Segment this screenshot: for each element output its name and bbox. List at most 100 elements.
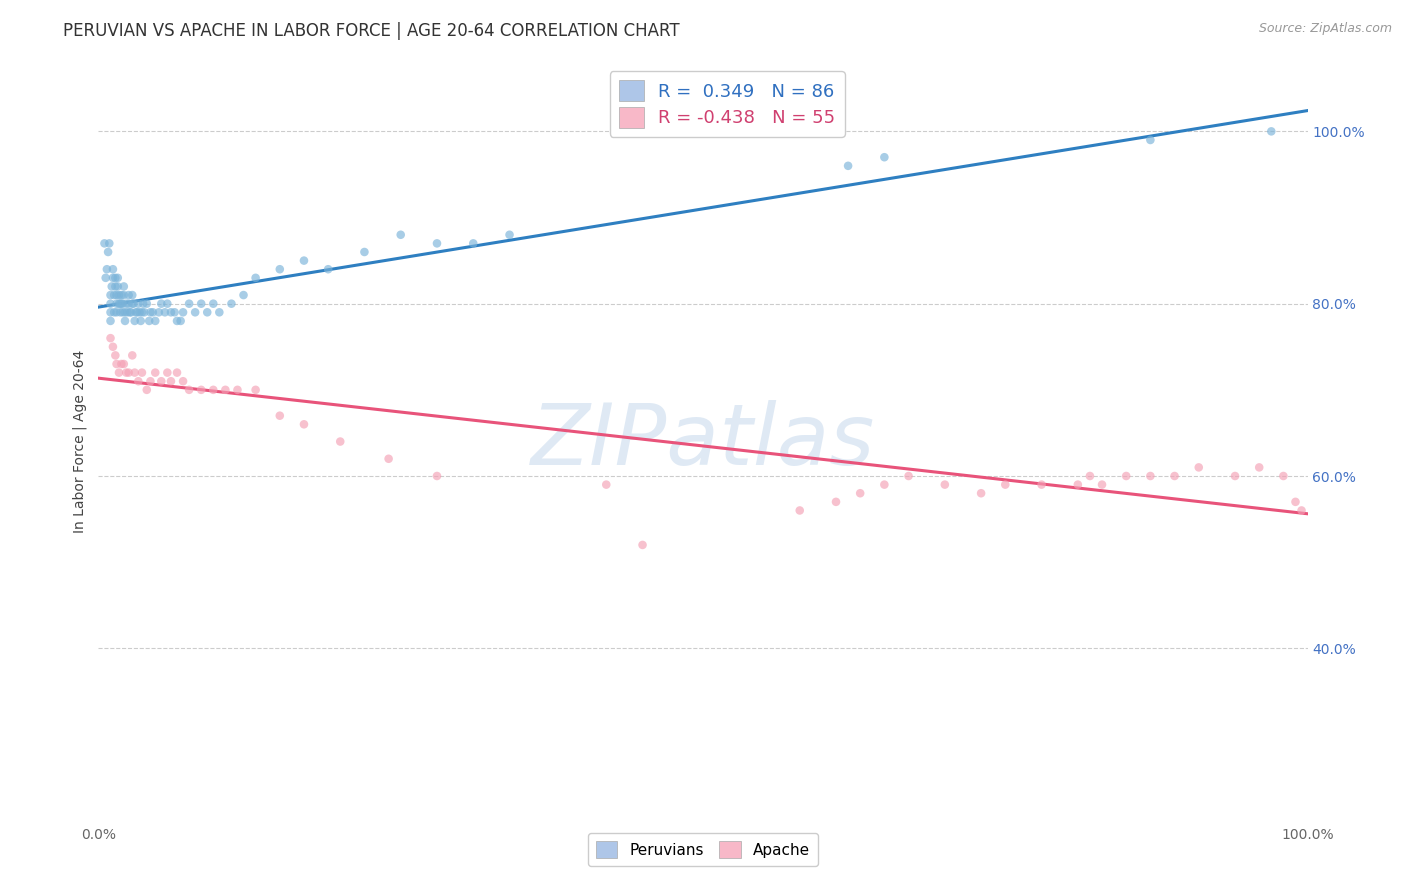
- Point: [103, 305, 125, 319]
- Point: [179, 383, 201, 397]
- Point: [221, 296, 243, 310]
- Point: [316, 262, 339, 277]
- Point: [104, 348, 127, 362]
- Point: [163, 305, 186, 319]
- Point: [105, 357, 128, 371]
- Point: [169, 314, 191, 328]
- Legend: Peruvians, Apache: Peruvians, Apache: [588, 833, 818, 866]
- Point: [108, 366, 131, 380]
- Point: [131, 305, 153, 319]
- Point: [897, 469, 920, 483]
- Point: [837, 159, 859, 173]
- Point: [153, 305, 176, 319]
- Point: [353, 245, 375, 260]
- Point: [202, 296, 225, 310]
- Point: [190, 296, 212, 310]
- Point: [1260, 124, 1282, 138]
- Point: [389, 227, 412, 242]
- Point: [115, 366, 138, 380]
- Point: [97, 245, 120, 260]
- Point: [202, 383, 225, 397]
- Point: [156, 296, 179, 310]
- Point: [1291, 503, 1313, 517]
- Point: [108, 296, 131, 310]
- Point: [110, 296, 132, 310]
- Text: ZIPatlas: ZIPatlas: [531, 400, 875, 483]
- Point: [156, 366, 179, 380]
- Point: [150, 296, 173, 310]
- Point: [103, 288, 125, 302]
- Point: [377, 451, 399, 466]
- Point: [789, 503, 811, 517]
- Point: [124, 314, 146, 328]
- Point: [172, 374, 194, 388]
- Point: [825, 495, 848, 509]
- Point: [1091, 477, 1114, 491]
- Point: [118, 296, 141, 310]
- Point: [245, 383, 267, 397]
- Point: [631, 538, 654, 552]
- Point: [96, 262, 118, 277]
- Point: [122, 296, 145, 310]
- Point: [970, 486, 993, 500]
- Point: [112, 279, 135, 293]
- Point: [498, 227, 520, 242]
- Point: [139, 374, 162, 388]
- Point: [148, 305, 170, 319]
- Point: [135, 296, 157, 310]
- Point: [849, 486, 872, 500]
- Point: [125, 305, 148, 319]
- Point: [143, 366, 166, 380]
- Point: [1115, 469, 1137, 483]
- Point: [172, 305, 194, 319]
- Point: [1031, 477, 1053, 491]
- Point: [873, 150, 896, 164]
- Point: [1163, 469, 1185, 483]
- Point: [232, 288, 254, 302]
- Point: [994, 477, 1017, 491]
- Point: [1223, 469, 1246, 483]
- Point: [139, 305, 162, 319]
- Point: [127, 305, 149, 319]
- Point: [105, 296, 128, 310]
- Point: [129, 314, 152, 328]
- Point: [269, 409, 291, 423]
- Point: [94, 270, 117, 285]
- Point: [184, 305, 207, 319]
- Point: [100, 331, 122, 345]
- Point: [329, 434, 352, 449]
- Point: [115, 296, 138, 310]
- Point: [166, 366, 188, 380]
- Point: [110, 357, 132, 371]
- Point: [108, 305, 131, 319]
- Point: [426, 236, 449, 251]
- Point: [121, 288, 143, 302]
- Point: [111, 305, 134, 319]
- Point: [108, 288, 131, 302]
- Point: [160, 374, 183, 388]
- Point: [124, 366, 146, 380]
- Point: [107, 270, 129, 285]
- Point: [166, 314, 188, 328]
- Point: [208, 305, 231, 319]
- Point: [226, 383, 249, 397]
- Point: [1188, 460, 1211, 475]
- Text: Source: ZipAtlas.com: Source: ZipAtlas.com: [1258, 22, 1392, 36]
- Point: [934, 477, 956, 491]
- Point: [292, 417, 315, 432]
- Point: [1272, 469, 1295, 483]
- Point: [1139, 133, 1161, 147]
- Point: [1067, 477, 1090, 491]
- Point: [107, 279, 129, 293]
- Point: [105, 305, 128, 319]
- Point: [108, 296, 131, 310]
- Point: [595, 477, 617, 491]
- Point: [1249, 460, 1271, 475]
- Point: [117, 305, 139, 319]
- Point: [118, 288, 141, 302]
- Y-axis label: In Labor Force | Age 20-64: In Labor Force | Age 20-64: [72, 350, 87, 533]
- Point: [873, 477, 896, 491]
- Point: [114, 305, 136, 319]
- Point: [135, 383, 157, 397]
- Point: [426, 469, 449, 483]
